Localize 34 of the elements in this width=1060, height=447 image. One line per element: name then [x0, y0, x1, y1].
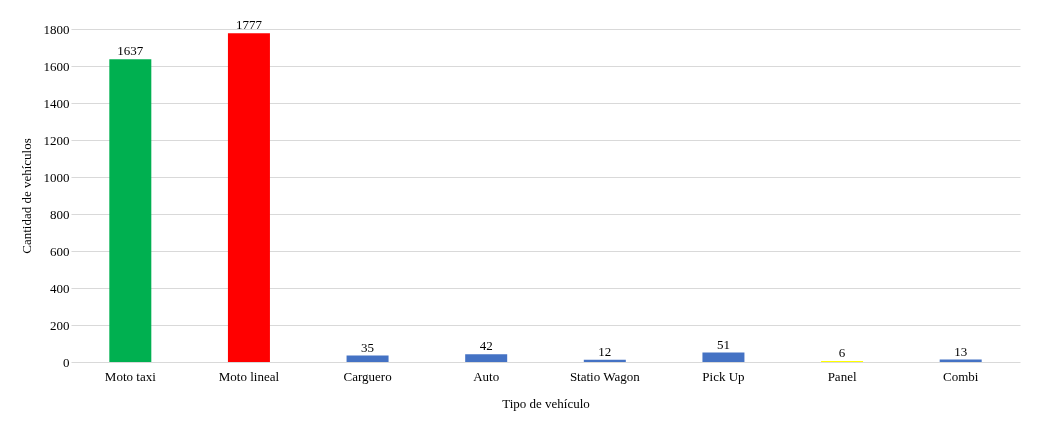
y-tick-label: 1000 [43, 169, 70, 185]
data-label: 51 [716, 336, 730, 352]
bar [702, 352, 745, 362]
x-tick-label: Moto taxi [104, 368, 157, 384]
bar [227, 33, 270, 362]
y-tick-label: 0 [63, 354, 70, 370]
x-tick-label: Pick Up [702, 368, 745, 384]
y-tick-label: 400 [50, 280, 70, 296]
bar [583, 359, 626, 362]
y-axis-title: Cantidad de vehículos [18, 138, 34, 254]
data-label: 6 [838, 344, 846, 360]
x-axis-title: Tipo de vehículo [502, 395, 590, 411]
y-tick-label: 1600 [43, 58, 70, 74]
x-tick-label: Panel [827, 368, 857, 384]
data-label: 12 [598, 343, 612, 359]
y-tick-label: 800 [50, 206, 70, 222]
bar [465, 354, 508, 362]
y-tick-label: 1400 [43, 95, 70, 111]
x-tick-label: Statio Wagon [569, 368, 641, 384]
x-tick-label: Combi [942, 368, 979, 384]
data-label: 13 [954, 343, 968, 359]
bar [109, 59, 152, 362]
y-tick-label: 600 [50, 243, 70, 259]
data-label: 42 [479, 338, 493, 354]
data-label: 1637 [117, 43, 144, 59]
data-label: 35 [361, 339, 375, 355]
y-tick-label: 200 [50, 317, 70, 333]
x-tick-label: Moto lineal [218, 368, 280, 384]
data-label: 1777 [235, 17, 263, 33]
x-tick-label: Auto [473, 368, 500, 384]
x-tick-label: Carguero [343, 368, 392, 384]
y-tick-label: 1800 [43, 21, 70, 37]
bar [346, 355, 389, 362]
y-tick-label: 1200 [43, 132, 70, 148]
